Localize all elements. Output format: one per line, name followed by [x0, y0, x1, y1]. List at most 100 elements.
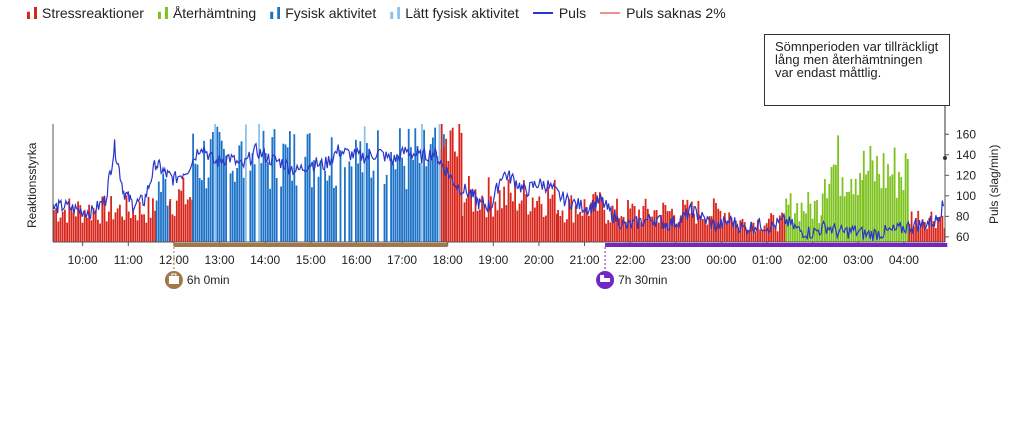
stress-bar — [481, 195, 483, 242]
stress-bar — [735, 220, 737, 242]
legend-missing[interactable]: Puls saknas 2% — [600, 5, 726, 21]
physical-bar — [295, 185, 298, 242]
legend-stress[interactable]: Stressreaktioner — [27, 5, 144, 21]
work-duration-label: 6h 0min — [187, 273, 230, 287]
stress-bar — [184, 204, 187, 242]
physical-bar — [264, 153, 267, 242]
recovery-bar — [873, 181, 876, 242]
stress-bar — [923, 222, 926, 242]
stress-bar — [458, 124, 461, 242]
stress-bar — [509, 192, 512, 242]
stress-bar — [476, 210, 479, 242]
physical-bar — [289, 131, 291, 242]
physical-bar — [370, 177, 373, 242]
stress-bar — [605, 223, 607, 242]
sleep-period-bar — [605, 243, 948, 247]
stress-bar — [70, 207, 73, 242]
stress-bar — [566, 219, 568, 242]
physical-bar — [355, 139, 357, 242]
physical-bar — [344, 167, 346, 242]
stress-bar — [189, 197, 191, 242]
x-tick-label: 11:00 — [114, 253, 143, 267]
stress-bar — [603, 209, 606, 242]
stress-bar — [688, 213, 691, 242]
bars-layer — [53, 124, 946, 242]
stress-bar — [649, 216, 651, 242]
stress-bar — [514, 182, 516, 242]
stress-bar — [119, 204, 121, 242]
physical-bar — [242, 177, 245, 242]
physical-bar — [203, 140, 205, 242]
physical-bar — [273, 129, 276, 242]
stress-bar — [599, 192, 601, 242]
stress-bar — [677, 222, 680, 242]
stress-bar — [154, 210, 156, 242]
stress-bar — [468, 176, 470, 242]
physical-bar — [249, 170, 252, 242]
y-tick-label: 80 — [956, 209, 970, 223]
physical-bar — [236, 168, 238, 242]
physical-bar — [212, 132, 214, 242]
physical-bar — [429, 144, 432, 242]
recovery-bar — [828, 184, 831, 242]
recovery-bar — [800, 202, 803, 242]
stress-bar — [460, 132, 463, 242]
missing-swatch — [600, 12, 621, 14]
stress-bar — [487, 177, 490, 242]
stress-bar — [138, 201, 141, 242]
recovery-bar — [865, 174, 867, 242]
physical-bar — [361, 172, 364, 242]
stress-bar — [704, 219, 706, 242]
recovery-bar — [906, 159, 909, 242]
physical-bar — [209, 139, 212, 242]
legend-stress-label: Stressreaktioner — [42, 5, 144, 21]
stress-bar — [79, 205, 82, 242]
stress-bar — [141, 214, 143, 242]
stress-bar — [697, 200, 700, 242]
stress-bar — [757, 219, 759, 242]
stress-bar — [730, 226, 733, 242]
stress-bar — [660, 215, 662, 242]
physical-bar — [194, 163, 197, 242]
x-tick-label: 02:00 — [798, 253, 828, 267]
physical-bar — [207, 177, 210, 242]
stress-bar — [440, 124, 443, 242]
stress-bar — [136, 220, 139, 242]
stress-bar — [710, 216, 713, 242]
stress-bar — [657, 222, 660, 242]
recovery-bar — [904, 153, 907, 242]
recovery-bar — [837, 135, 839, 242]
stress-bar — [520, 200, 523, 242]
physical-bar — [196, 164, 199, 242]
stress-bar — [607, 220, 610, 242]
physical-bar — [260, 163, 263, 242]
stress-bar — [66, 222, 68, 242]
stress-bar — [675, 223, 678, 242]
stress-bar — [939, 218, 942, 242]
stress-bar — [92, 208, 95, 242]
stress-bar — [145, 222, 148, 242]
legend-pulse[interactable]: Puls — [532, 5, 586, 21]
y-tick-label: 140 — [956, 148, 976, 162]
legend-physical[interactable]: Fysisk aktivitet — [270, 5, 376, 21]
stress-bar — [774, 228, 777, 242]
physical-bar — [423, 129, 425, 242]
stress-bar — [717, 208, 720, 242]
physical-bar — [192, 133, 194, 242]
recovery-bar — [848, 191, 850, 242]
legend-light[interactable]: Lätt fysisk aktivitet — [390, 5, 519, 21]
stress-bar — [516, 210, 519, 242]
legend-recovery[interactable]: Återhämtning — [157, 5, 256, 21]
physical-bar — [403, 165, 406, 242]
physical-bar — [328, 175, 331, 242]
stress-bar — [110, 196, 112, 242]
recovery-bar — [846, 192, 848, 242]
x-tick-label: 10:00 — [68, 253, 98, 267]
stress-bar — [759, 229, 761, 242]
bed-pillow — [600, 275, 605, 278]
tooltip-anchor-dot — [943, 156, 947, 160]
stress-bar — [461, 215, 464, 242]
stress-bar — [620, 216, 623, 242]
stress-bar — [640, 222, 643, 242]
sleep-tooltip: Sömnperioden var tillräckligt lång men å… — [764, 34, 950, 106]
